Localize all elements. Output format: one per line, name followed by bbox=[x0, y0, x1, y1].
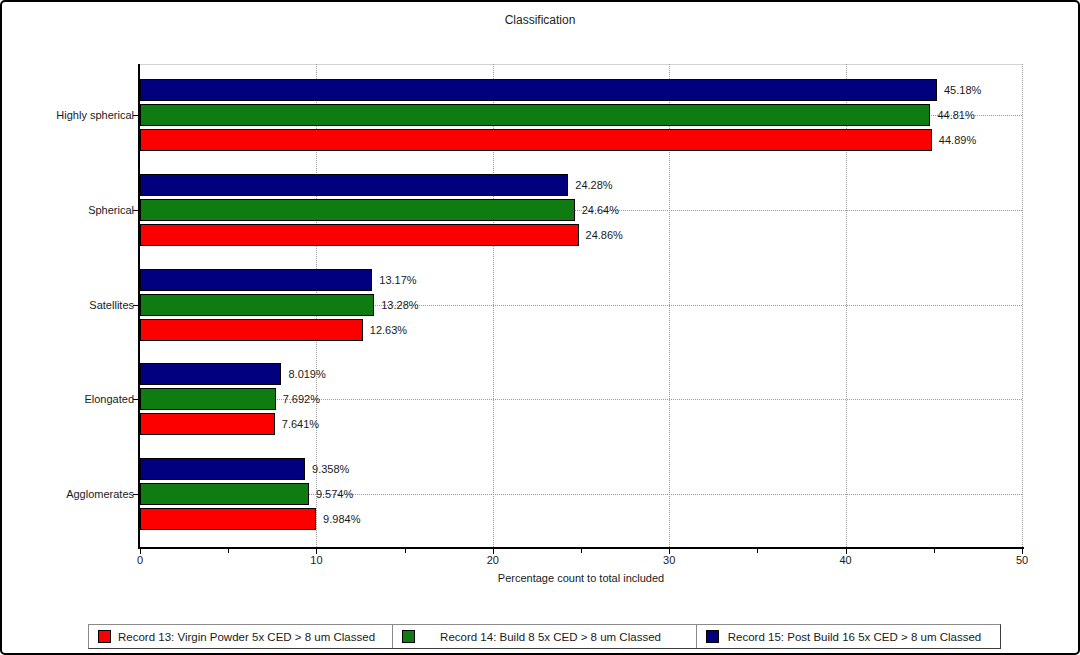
bar bbox=[140, 363, 281, 385]
x-axis-tick-label: 0 bbox=[137, 554, 143, 566]
x-axis-title: Percentage count to total included bbox=[140, 572, 1022, 584]
bar-value-label: 9.358% bbox=[312, 462, 349, 476]
x-axis-tick-label: 20 bbox=[487, 554, 499, 566]
bar-value-label: 13.28% bbox=[381, 298, 418, 312]
bar bbox=[140, 269, 372, 291]
category-label: Satellites bbox=[6, 297, 134, 313]
bar bbox=[140, 174, 568, 196]
x-axis-tick-label: 40 bbox=[839, 554, 851, 566]
bar bbox=[140, 294, 374, 316]
bar bbox=[140, 388, 276, 410]
x-axis-minor-tick bbox=[934, 549, 935, 553]
bar-value-label: 12.63% bbox=[370, 323, 407, 337]
x-axis-minor-tick bbox=[405, 549, 406, 553]
bar bbox=[140, 199, 575, 221]
x-axis-minor-tick bbox=[228, 549, 229, 553]
bar bbox=[140, 458, 305, 480]
category-label: Spherical bbox=[6, 202, 134, 218]
legend-item-record-14: Record 14: Build 8 5x CED > 8 um Classed bbox=[393, 625, 697, 648]
plot-area: 45.18% 44.81% 44.89% 24.28% 24.64% 24.86% 13.1… bbox=[140, 64, 1022, 547]
x-axis-tick-label: 30 bbox=[663, 554, 675, 566]
gridline-vertical bbox=[1022, 64, 1023, 547]
category-label: Elongated bbox=[6, 391, 134, 407]
chart-title: Classification bbox=[2, 13, 1078, 27]
x-axis-minor-tick bbox=[581, 549, 582, 553]
bar-value-label: 24.64% bbox=[582, 203, 619, 217]
x-axis-minor-tick bbox=[757, 549, 758, 553]
bar-value-label: 7.692% bbox=[283, 392, 320, 406]
bar bbox=[140, 483, 309, 505]
legend: Record 13: Virgin Powder 5x CED > 8 um C… bbox=[88, 624, 1001, 649]
legend-item-record-15: Record 15: Post Build 16 5x CED > 8 um C… bbox=[697, 625, 1000, 648]
bar bbox=[140, 79, 937, 101]
legend-label: Record 15: Post Build 16 5x CED > 8 um C… bbox=[719, 631, 1000, 643]
x-axis-tick-label: 50 bbox=[1016, 554, 1028, 566]
bar bbox=[140, 508, 316, 530]
legend-swatch-red bbox=[98, 630, 111, 643]
bar-value-label: 44.89% bbox=[939, 133, 976, 147]
bar bbox=[140, 319, 363, 341]
bar-value-label: 45.18% bbox=[944, 83, 981, 97]
bar-value-label: 9.984% bbox=[323, 512, 360, 526]
legend-item-record-13: Record 13: Virgin Powder 5x CED > 8 um C… bbox=[89, 625, 393, 648]
legend-label: Record 14: Build 8 5x CED > 8 um Classed bbox=[415, 631, 696, 643]
bar-value-label: 13.17% bbox=[379, 273, 416, 287]
category-label: Highly spherical bbox=[6, 107, 134, 123]
bar-value-label: 24.86% bbox=[586, 228, 623, 242]
legend-swatch-navy bbox=[706, 630, 719, 643]
bar bbox=[140, 224, 579, 246]
bar bbox=[140, 129, 932, 151]
chart-window: Classification 45.18% 44.81% 44.89% 24.28% 2… bbox=[0, 0, 1080, 655]
bar-value-label: 24.28% bbox=[575, 178, 612, 192]
bar bbox=[140, 413, 275, 435]
bar-value-label: 8.019% bbox=[288, 367, 325, 381]
category-label: Agglomerates bbox=[6, 486, 134, 502]
x-axis-tick-label: 10 bbox=[310, 554, 322, 566]
legend-swatch-green bbox=[402, 630, 415, 643]
legend-label: Record 13: Virgin Powder 5x CED > 8 um C… bbox=[111, 631, 392, 643]
bar-value-label: 44.81% bbox=[937, 108, 974, 122]
bar-value-label: 9.574% bbox=[316, 487, 353, 501]
bar-value-label: 7.641% bbox=[282, 417, 319, 431]
bar bbox=[140, 104, 930, 126]
